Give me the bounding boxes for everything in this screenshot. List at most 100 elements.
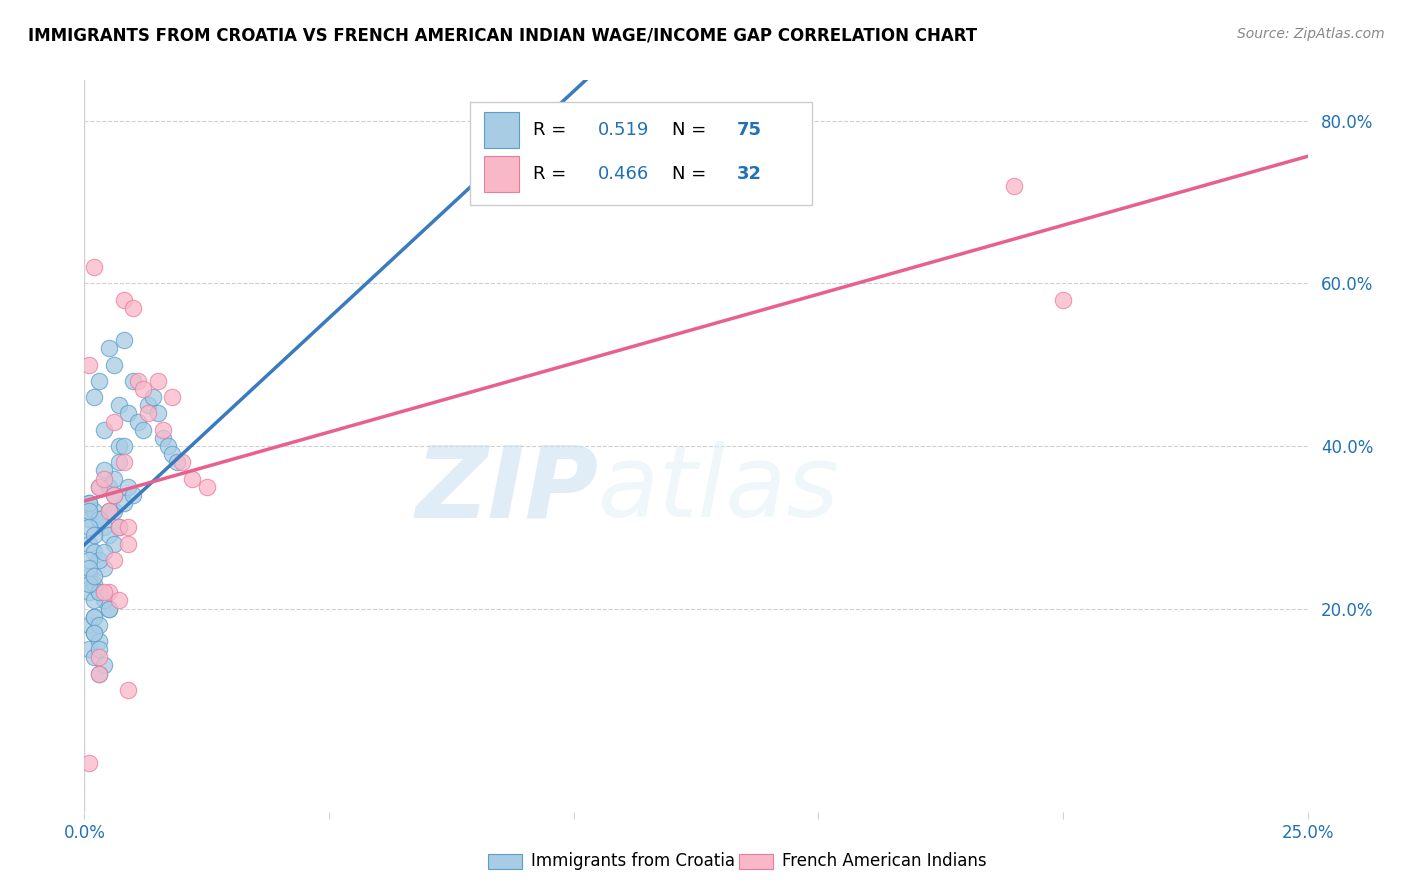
- Point: [103, 415, 125, 429]
- Point: [83, 504, 105, 518]
- Point: [77, 536, 100, 550]
- Point: [77, 358, 100, 372]
- Point: [112, 439, 135, 453]
- Point: [156, 439, 179, 453]
- Point: [87, 512, 110, 526]
- Point: [83, 609, 105, 624]
- Point: [87, 480, 110, 494]
- Text: 0.466: 0.466: [598, 165, 650, 183]
- Point: [103, 488, 125, 502]
- Point: [122, 374, 145, 388]
- Point: [132, 382, 155, 396]
- Point: [97, 480, 120, 494]
- Point: [87, 634, 110, 648]
- Point: [112, 334, 135, 348]
- Point: [93, 658, 115, 673]
- Point: [87, 374, 110, 388]
- Point: [103, 358, 125, 372]
- Point: [87, 553, 110, 567]
- Point: [77, 496, 100, 510]
- Point: [87, 617, 110, 632]
- Point: [181, 471, 204, 485]
- Bar: [484, 112, 519, 148]
- FancyBboxPatch shape: [470, 103, 813, 204]
- Point: [83, 544, 105, 558]
- Text: R =: R =: [533, 121, 572, 139]
- Point: [83, 577, 105, 591]
- Point: [83, 528, 105, 542]
- Point: [93, 463, 115, 477]
- Text: Source: ZipAtlas.com: Source: ZipAtlas.com: [1237, 27, 1385, 41]
- Text: Immigrants from Croatia: Immigrants from Croatia: [531, 853, 735, 871]
- Point: [107, 593, 129, 607]
- Point: [87, 650, 110, 665]
- Point: [77, 496, 100, 510]
- Point: [103, 488, 125, 502]
- Point: [83, 626, 105, 640]
- Point: [93, 561, 115, 575]
- Point: [87, 585, 110, 599]
- Point: [122, 488, 145, 502]
- Point: [77, 561, 100, 575]
- Point: [152, 423, 174, 437]
- Text: R =: R =: [533, 165, 572, 183]
- Point: [93, 544, 115, 558]
- Point: [97, 585, 120, 599]
- Text: N =: N =: [672, 121, 711, 139]
- Text: 75: 75: [737, 121, 761, 139]
- Point: [77, 512, 100, 526]
- Point: [97, 601, 120, 615]
- Point: [107, 520, 129, 534]
- Point: [97, 504, 120, 518]
- Point: [117, 520, 139, 534]
- Point: [107, 398, 129, 412]
- Point: [107, 455, 129, 469]
- Point: [112, 496, 135, 510]
- Point: [97, 504, 120, 518]
- Point: [93, 593, 115, 607]
- Point: [142, 390, 165, 404]
- Point: [77, 585, 100, 599]
- Point: [77, 504, 100, 518]
- Point: [93, 471, 115, 485]
- Point: [87, 642, 110, 657]
- Point: [77, 756, 100, 770]
- Point: [87, 666, 110, 681]
- Point: [87, 585, 110, 599]
- Point: [97, 601, 120, 615]
- Point: [162, 447, 184, 461]
- Point: [77, 617, 100, 632]
- Point: [132, 423, 155, 437]
- Point: [97, 342, 120, 356]
- Point: [83, 593, 105, 607]
- Point: [127, 415, 149, 429]
- Point: [93, 585, 115, 599]
- Text: 32: 32: [737, 165, 761, 183]
- Point: [136, 407, 159, 421]
- Bar: [488, 855, 522, 869]
- Point: [77, 520, 100, 534]
- Point: [162, 390, 184, 404]
- Point: [195, 480, 218, 494]
- Text: N =: N =: [672, 165, 711, 183]
- Point: [117, 682, 139, 697]
- Point: [83, 626, 105, 640]
- Point: [93, 520, 115, 534]
- Point: [172, 455, 194, 469]
- Point: [152, 431, 174, 445]
- Point: [136, 398, 159, 412]
- Point: [117, 407, 139, 421]
- Bar: [484, 155, 519, 192]
- Point: [93, 423, 115, 437]
- Text: French American Indians: French American Indians: [782, 853, 986, 871]
- Point: [166, 455, 188, 469]
- Point: [97, 528, 120, 542]
- Point: [103, 553, 125, 567]
- Point: [146, 374, 169, 388]
- Point: [107, 439, 129, 453]
- Point: [1002, 178, 1025, 193]
- Point: [112, 293, 135, 307]
- Text: atlas: atlas: [598, 442, 839, 539]
- Point: [83, 650, 105, 665]
- Point: [112, 455, 135, 469]
